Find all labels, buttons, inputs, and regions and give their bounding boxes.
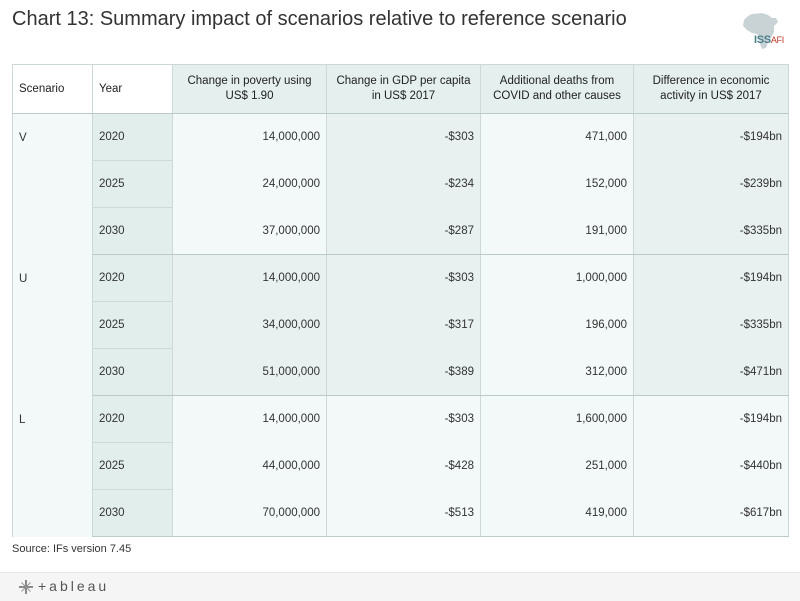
year-cell[interactable]: 2025: [92, 442, 173, 490]
deaths-cell[interactable]: 1,600,000: [480, 395, 634, 443]
year-cell[interactable]: 2030: [92, 207, 173, 255]
column-header-gdp[interactable]: Change in GDP per capita in US$ 2017: [326, 64, 481, 114]
iss-africa-logo: ISSAFI: [738, 12, 790, 52]
gdp-cell[interactable]: -$513: [326, 489, 481, 537]
column-header-year[interactable]: Year: [92, 64, 173, 114]
logo-main: ISS: [754, 34, 771, 46]
table-row: 2030 51,000,000 -$389 312,000 -$471bn: [13, 348, 789, 396]
poverty-cell[interactable]: 14,000,000: [172, 395, 327, 443]
scenario-cell[interactable]: V: [12, 113, 93, 255]
economic-activity-cell[interactable]: -$440bn: [633, 442, 789, 490]
year-cell[interactable]: 2030: [92, 348, 173, 396]
year-cell[interactable]: 2025: [92, 160, 173, 208]
table-row: 2030 70,000,000 -$513 419,000 -$617bn: [13, 489, 789, 537]
source-note: Source: IFs version 7.45: [12, 543, 132, 555]
year-cell[interactable]: 2020: [92, 395, 173, 443]
table-row: 2025 24,000,000 -$234 152,000 -$239bn: [13, 160, 789, 208]
deaths-cell[interactable]: 471,000: [480, 113, 634, 161]
logo-sub: AFI: [770, 35, 784, 45]
poverty-cell[interactable]: 14,000,000: [172, 113, 327, 161]
gdp-cell[interactable]: -$317: [326, 301, 481, 349]
gdp-cell[interactable]: -$303: [326, 113, 481, 161]
economic-activity-cell[interactable]: -$335bn: [633, 207, 789, 255]
poverty-cell[interactable]: 34,000,000: [172, 301, 327, 349]
economic-activity-cell[interactable]: -$335bn: [633, 301, 789, 349]
poverty-cell[interactable]: 44,000,000: [172, 442, 327, 490]
column-header-economic-activity[interactable]: Difference in economic activity in US$ 2…: [633, 64, 789, 114]
poverty-cell[interactable]: 37,000,000: [172, 207, 327, 255]
deaths-cell[interactable]: 312,000: [480, 348, 634, 396]
economic-activity-cell[interactable]: -$471bn: [633, 348, 789, 396]
africa-map-icon: [743, 13, 778, 49]
table-row: 2025 44,000,000 -$428 251,000 -$440bn: [13, 442, 789, 490]
deaths-cell[interactable]: 251,000: [480, 442, 634, 490]
scenario-cell[interactable]: U: [12, 254, 93, 396]
poverty-cell[interactable]: 24,000,000: [172, 160, 327, 208]
economic-activity-cell[interactable]: -$194bn: [633, 254, 789, 302]
economic-activity-cell[interactable]: -$617bn: [633, 489, 789, 537]
summary-table: Scenario Year Change in poverty using US…: [12, 64, 789, 537]
year-cell[interactable]: 2025: [92, 301, 173, 349]
gdp-cell[interactable]: -$234: [326, 160, 481, 208]
deaths-cell[interactable]: 152,000: [480, 160, 634, 208]
economic-activity-cell[interactable]: -$194bn: [633, 113, 789, 161]
economic-activity-cell[interactable]: -$194bn: [633, 395, 789, 443]
gdp-cell[interactable]: -$428: [326, 442, 481, 490]
header-row: Scenario Year Change in poverty using US…: [12, 64, 789, 114]
deaths-cell[interactable]: 1,000,000: [480, 254, 634, 302]
year-cell[interactable]: 2020: [92, 113, 173, 161]
scenario-cell[interactable]: L: [12, 395, 93, 537]
gdp-cell[interactable]: -$287: [326, 207, 481, 255]
table-row: 2030 37,000,000 -$287 191,000 -$335bn: [13, 207, 789, 255]
gdp-cell[interactable]: -$303: [326, 395, 481, 443]
table-row: L 2020 14,000,000 -$303 1,600,000 -$194b…: [12, 395, 789, 537]
deaths-cell[interactable]: 191,000: [480, 207, 634, 255]
tableau-plus-icon: [19, 580, 33, 594]
gdp-cell[interactable]: -$389: [326, 348, 481, 396]
economic-activity-cell[interactable]: -$239bn: [633, 160, 789, 208]
deaths-cell[interactable]: 419,000: [480, 489, 634, 537]
poverty-cell[interactable]: 51,000,000: [172, 348, 327, 396]
year-cell[interactable]: 2020: [92, 254, 173, 302]
gdp-cell[interactable]: -$303: [326, 254, 481, 302]
table-row: V 2020 14,000,000 -$303 471,000 -$194bn: [12, 113, 789, 255]
column-header-deaths[interactable]: Additional deaths from COVID and other c…: [480, 64, 634, 114]
table-row: U 2020 14,000,000 -$303 1,000,000 -$194b…: [12, 254, 789, 396]
chart-title: Chart 13: Summary impact of scenarios re…: [12, 8, 627, 30]
column-header-scenario[interactable]: Scenario: [12, 64, 93, 114]
poverty-cell[interactable]: 70,000,000: [172, 489, 327, 537]
tableau-logo[interactable]: +ableau: [38, 578, 110, 594]
logo-text: ISSAFI: [754, 34, 784, 46]
column-header-poverty[interactable]: Change in poverty using US$ 1.90: [172, 64, 327, 114]
poverty-cell[interactable]: 14,000,000: [172, 254, 327, 302]
tableau-footer: +ableau: [0, 572, 800, 601]
year-cell[interactable]: 2030: [92, 489, 173, 537]
deaths-cell[interactable]: 196,000: [480, 301, 634, 349]
table-row: 2025 34,000,000 -$317 196,000 -$335bn: [13, 301, 789, 349]
